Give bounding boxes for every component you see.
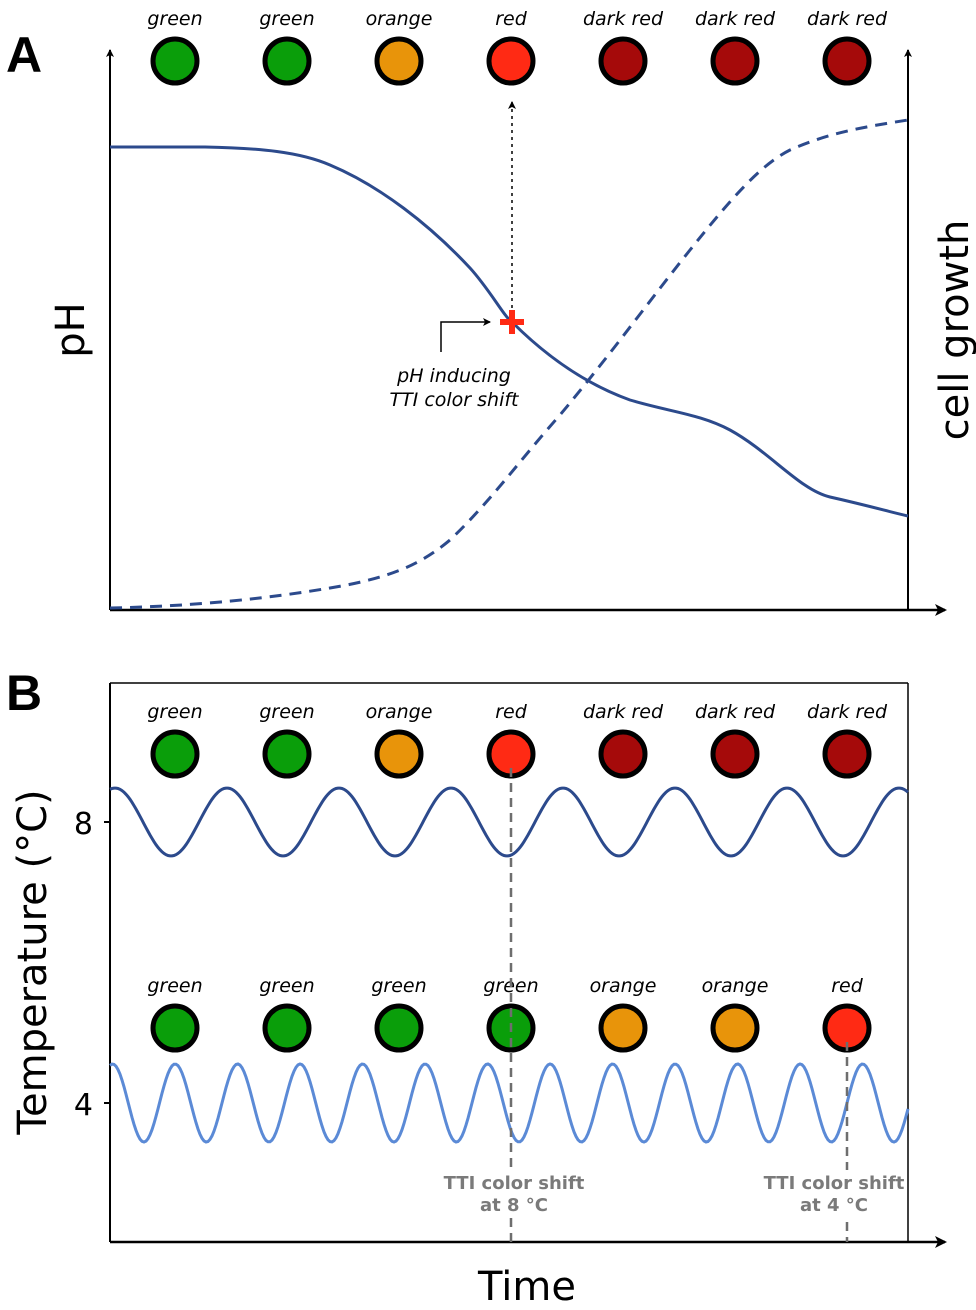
temperature-8c-wave (109, 786, 909, 858)
row-4c-label-1: green (147, 975, 202, 997)
annotation-line-2: TTI color shift (389, 389, 520, 411)
panel-a-indicator-5 (598, 36, 648, 86)
ph-shift-marker (500, 310, 524, 334)
shift-label-4c-line-1: TTI color shift (764, 1173, 905, 1194)
row-8c-label-6: dark red (695, 701, 776, 723)
tick-label-4: 4 (74, 1088, 93, 1123)
annotation-line-1: pH inducing (396, 365, 511, 387)
indicator-row-8c: green green orange red dark red dark red dark … (147, 701, 888, 779)
panel-a-label-1: green (147, 8, 202, 30)
panel-a-label-2: green (259, 8, 314, 30)
ph-curve (110, 145, 909, 518)
row-8c-indicator-7 (822, 729, 872, 779)
row-4c-label-7: red (831, 975, 864, 997)
row-4c-label-5: orange (590, 975, 657, 997)
shift-label-8c-bg (444, 1170, 578, 1218)
row-4c-label-6: orange (702, 975, 769, 997)
row-8c-indicator-6 (710, 729, 760, 779)
shift-label-8c-line-2: at 8 °C (480, 1195, 548, 1216)
panel-a-indicator-1 (150, 36, 200, 86)
row-8c-indicator-2 (262, 729, 312, 779)
row-8c-indicator-5 (598, 729, 648, 779)
panel-a-label-6: dark red (695, 8, 776, 30)
row-8c-indicator-3 (374, 729, 424, 779)
row-8c-label-7: dark red (807, 701, 888, 723)
row-4c-indicator-2 (262, 1003, 312, 1053)
panel-a-indicator-2 (262, 36, 312, 86)
panel-a-label-5: dark red (583, 8, 664, 30)
panel-a-letter: A (6, 27, 42, 83)
temperature-axis-label: Temperature (°C) (10, 789, 56, 1135)
indicator-row-4c: green green green green orange orange red (147, 975, 872, 1053)
row-4c-indicator-3 (374, 1003, 424, 1053)
panel-a-indicator-3 (374, 36, 424, 86)
panel-a-indicator-7 (822, 36, 872, 86)
cell-growth-curve (109, 118, 909, 610)
row-8c-label-2: green (259, 701, 314, 723)
cell-growth-axis-label: cell growth (932, 220, 976, 441)
row-8c-label-1: green (147, 701, 202, 723)
tick-label-8: 8 (74, 807, 93, 842)
panel-b-letter: B (6, 665, 42, 721)
panel-a-indicator-row: green green orange red dark red dark red dark … (147, 8, 888, 86)
row-8c-label-4: red (495, 701, 528, 723)
panel-a-label-3: orange (366, 8, 433, 30)
row-4c-indicator-5 (598, 1003, 648, 1053)
panel-a-indicator-6 (710, 36, 760, 86)
row-8c-label-5: dark red (583, 701, 664, 723)
shift-label-4c-line-2: at 4 °C (800, 1195, 868, 1216)
row-4c-indicator-1 (150, 1003, 200, 1053)
panel-a-label-7: dark red (807, 8, 888, 30)
row-4c-indicator-6 (710, 1003, 760, 1053)
time-axis-label: Time (477, 1264, 576, 1310)
shift-label-8c-line-1: TTI color shift (444, 1173, 585, 1194)
panel-a-label-4: red (495, 8, 528, 30)
panel-a-indicator-4 (486, 36, 536, 86)
ph-axis-label: pH (48, 302, 94, 357)
row-8c-label-3: orange (366, 701, 433, 723)
row-4c-label-3: green (371, 975, 426, 997)
annotation-pointer (440, 318, 491, 352)
row-8c-indicator-1 (150, 729, 200, 779)
row-4c-label-2: green (259, 975, 314, 997)
temperature-4c-wave (109, 1062, 910, 1144)
shift-label-4c-bg (764, 1170, 904, 1218)
